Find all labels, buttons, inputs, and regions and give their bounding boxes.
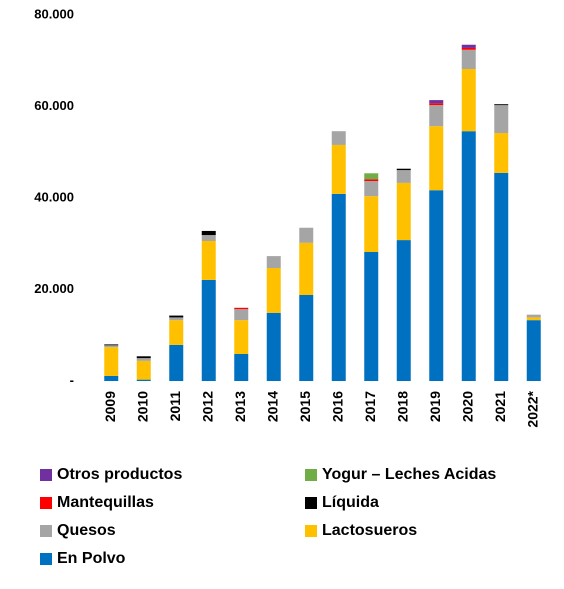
bar-segment [266,312,281,381]
bar-segment [461,44,476,48]
bar-segment [429,105,444,127]
legend-label: En Polvo [57,550,126,567]
bar-segment [299,294,314,381]
bar-segment [234,320,249,355]
x-tick-label: 2018 [394,391,410,422]
y-tick-label: 60.000 [34,98,74,113]
bar-segment [364,173,379,180]
bar-segment [461,68,476,132]
x-tick-label: 2010 [134,391,150,422]
x-tick-label: 2009 [102,391,118,422]
legend-swatch [40,469,52,481]
bar-segment [201,235,216,242]
bar-segment [299,227,314,243]
legend-label: Quesos [57,522,116,539]
legend-label: Líquida [322,494,379,511]
bar-segment [494,104,509,106]
y-tick-label: 80.000 [34,6,74,21]
bar-segment [396,168,411,171]
bar-segment [234,309,249,321]
y-tick-label: 20.000 [34,281,74,296]
bar-segment [104,347,119,376]
x-tick-label: 2019 [427,391,443,422]
bar-segment [136,358,151,361]
bar-segment [266,267,281,313]
bar-segment [429,190,444,381]
legend-swatch [305,525,317,537]
bar-segment [526,317,541,321]
legend-label: Mantequillas [57,494,154,511]
bar-segment [331,144,346,194]
bar-segment [494,172,509,381]
x-tick-label: 2020 [459,391,475,422]
x-tick-label: 2016 [329,391,345,422]
legend-label: Yogur – Leches Acidas [322,466,496,483]
bar-segment [526,314,541,318]
bar-segment [331,131,346,145]
bar-segment [364,251,379,381]
bar-segment [169,344,184,381]
x-tick-label: 2015 [297,391,313,422]
x-tick-label: 2017 [362,391,378,422]
bar-segment [169,315,184,318]
y-tick-label: - [70,372,74,387]
bar-segment [201,241,216,280]
legend-label: Otros productos [57,466,182,483]
bar-segment [396,170,411,183]
bar-segment [169,320,184,345]
bar-segment [396,182,411,241]
legend-swatch [40,525,52,537]
x-tick-label: 2012 [199,391,215,422]
bar-segment [364,196,379,252]
bar-segment [136,356,151,359]
x-tick-label: 2013 [232,391,248,422]
y-tick-label: 40.000 [34,189,74,204]
bar-segment [201,279,216,381]
x-tick-label: 2021 [492,391,508,422]
legend-swatch [305,469,317,481]
bar-segment [494,133,509,173]
bar-segment [331,193,346,381]
bar-segment [429,100,444,104]
bar-segment [396,240,411,381]
legend-swatch [40,497,52,509]
bar-segment [136,379,151,381]
bar-segment [136,360,151,380]
bar-segment [299,242,314,295]
bar-segment [364,181,379,197]
bar-segment [494,105,509,134]
bar-segment [234,354,249,381]
bar-segment [266,256,281,268]
bar-segment [169,317,184,321]
legend-swatch [40,553,52,565]
bar-segment [234,307,249,310]
bar-segment [461,49,476,69]
bar-segment [104,344,119,346]
bar-segment [104,375,119,381]
bar-segment [364,179,379,182]
bar-segment [429,103,444,106]
bar-segment [526,320,541,381]
bar-segment [461,47,476,50]
x-tick-label: 2022* [524,390,540,427]
x-tick-label: 2014 [264,391,280,422]
bar-segment [461,131,476,381]
legend-label: Lactosueros [322,522,417,539]
x-tick-label: 2011 [167,391,183,422]
bar-segment [104,345,119,348]
bar-segment [201,230,216,236]
legend-swatch [305,497,317,509]
bar-segment [429,126,444,191]
